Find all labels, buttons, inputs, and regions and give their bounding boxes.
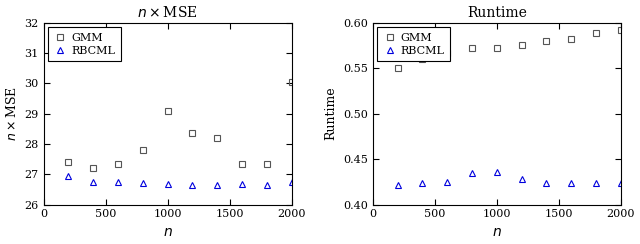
GMM — [419, 58, 426, 61]
RBCML — [263, 184, 271, 187]
RBCML — [189, 183, 196, 186]
Legend: GMM, RBCML: GMM, RBCML — [378, 27, 450, 61]
RBCML — [543, 181, 550, 184]
Legend: GMM, RBCML: GMM, RBCML — [48, 27, 121, 61]
RBCML — [617, 181, 625, 184]
Title: $n\times$MSE: $n\times$MSE — [138, 5, 198, 20]
GMM — [263, 162, 271, 165]
RBCML — [65, 174, 72, 177]
RBCML — [213, 183, 221, 186]
X-axis label: $n$: $n$ — [163, 225, 173, 239]
RBCML — [567, 181, 575, 184]
RBCML — [518, 178, 525, 181]
GMM — [189, 132, 196, 135]
GMM — [592, 31, 600, 34]
RBCML — [238, 183, 246, 186]
GMM — [238, 162, 246, 165]
GMM — [213, 136, 221, 139]
GMM — [65, 161, 72, 163]
RBCML — [592, 181, 600, 184]
GMM — [543, 39, 550, 42]
Line: GMM: GMM — [394, 26, 624, 71]
RBCML — [90, 180, 97, 183]
Y-axis label: $n\times$MSE: $n\times$MSE — [5, 86, 19, 141]
RBCML — [394, 183, 401, 186]
GMM — [567, 38, 575, 41]
RBCML — [164, 183, 172, 185]
Title: Runtime: Runtime — [467, 6, 527, 20]
RBCML — [139, 181, 147, 184]
GMM — [164, 109, 172, 112]
RBCML — [288, 180, 296, 183]
RBCML — [114, 180, 122, 183]
GMM — [90, 167, 97, 170]
GMM — [139, 149, 147, 152]
Line: GMM: GMM — [65, 78, 295, 172]
GMM — [444, 51, 451, 54]
RBCML — [493, 170, 500, 173]
GMM — [114, 162, 122, 165]
GMM — [394, 67, 401, 70]
X-axis label: $n$: $n$ — [492, 225, 502, 239]
GMM — [468, 47, 476, 50]
RBCML — [468, 171, 476, 174]
RBCML — [444, 180, 451, 183]
RBCML — [419, 181, 426, 184]
GMM — [518, 44, 525, 47]
Line: RBCML: RBCML — [394, 168, 624, 188]
Line: RBCML: RBCML — [65, 172, 295, 189]
GMM — [288, 80, 296, 83]
GMM — [617, 28, 625, 31]
GMM — [493, 47, 500, 50]
Y-axis label: Runtime: Runtime — [324, 87, 337, 140]
